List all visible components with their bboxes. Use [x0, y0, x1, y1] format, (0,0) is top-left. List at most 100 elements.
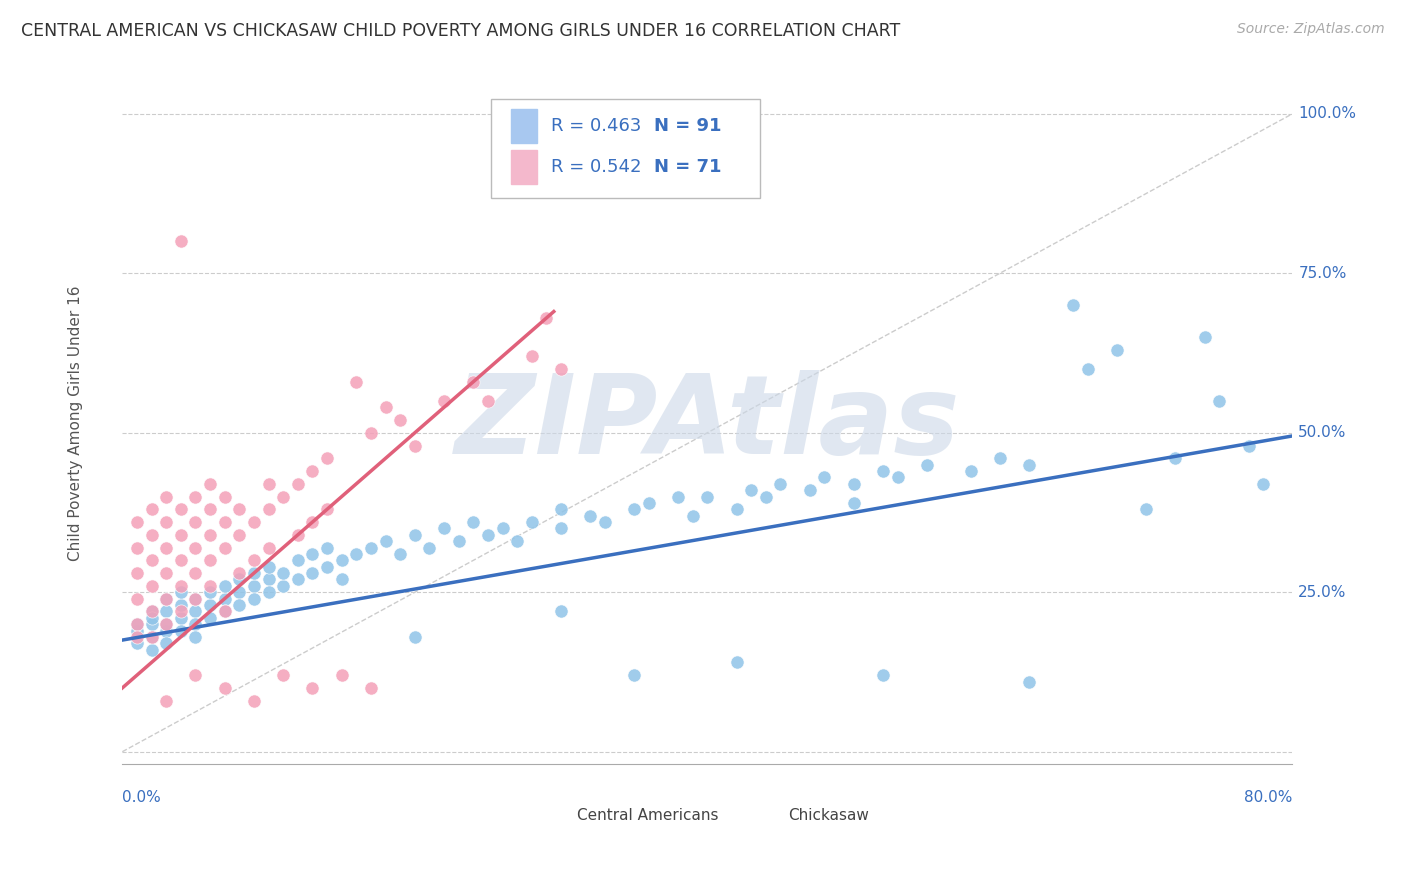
Point: [155, 591, 177, 606]
FancyBboxPatch shape: [766, 806, 779, 824]
Point: [579, 508, 602, 523]
FancyBboxPatch shape: [555, 806, 568, 824]
Point: [155, 617, 177, 632]
Point: [886, 470, 908, 484]
Text: ZIPAtlas: ZIPAtlas: [454, 369, 960, 476]
Point: [1018, 674, 1040, 689]
Point: [141, 502, 163, 516]
Point: [813, 470, 835, 484]
Point: [360, 681, 382, 695]
Text: 80.0%: 80.0%: [1244, 790, 1292, 805]
Point: [271, 579, 294, 593]
Point: [170, 624, 193, 638]
Point: [257, 559, 280, 574]
Point: [141, 617, 163, 632]
Point: [1018, 458, 1040, 472]
Point: [155, 541, 177, 555]
Point: [463, 515, 485, 529]
Point: [141, 528, 163, 542]
Point: [141, 630, 163, 644]
Point: [344, 375, 367, 389]
Point: [1062, 298, 1084, 312]
Point: [389, 413, 412, 427]
Point: [520, 349, 543, 363]
Point: [170, 502, 193, 516]
Text: 100.0%: 100.0%: [1298, 106, 1357, 121]
Point: [198, 585, 221, 599]
Point: [360, 425, 382, 440]
Point: [623, 502, 645, 516]
Point: [184, 490, 207, 504]
Point: [184, 591, 207, 606]
Point: [988, 451, 1011, 466]
Point: [198, 553, 221, 567]
Point: [125, 630, 148, 644]
Text: R = 0.463: R = 0.463: [551, 117, 641, 136]
Point: [184, 604, 207, 618]
Point: [637, 496, 659, 510]
Point: [301, 681, 323, 695]
Point: [141, 604, 163, 618]
Text: Central Americans: Central Americans: [578, 808, 718, 823]
Point: [477, 528, 499, 542]
Point: [228, 528, 250, 542]
Point: [374, 534, 396, 549]
Point: [404, 438, 426, 452]
Point: [623, 668, 645, 682]
Point: [506, 534, 529, 549]
Point: [155, 604, 177, 618]
Point: [243, 579, 266, 593]
Point: [287, 528, 309, 542]
Point: [330, 573, 353, 587]
Point: [155, 694, 177, 708]
Point: [550, 362, 572, 376]
Point: [184, 668, 207, 682]
Text: N = 71: N = 71: [654, 158, 721, 177]
Point: [155, 617, 177, 632]
Point: [769, 476, 792, 491]
Point: [271, 490, 294, 504]
Point: [125, 541, 148, 555]
Point: [520, 515, 543, 529]
Point: [125, 566, 148, 580]
Point: [170, 585, 193, 599]
Point: [287, 573, 309, 587]
Point: [184, 515, 207, 529]
Point: [725, 656, 748, 670]
Text: Chickasaw: Chickasaw: [787, 808, 869, 823]
Text: 0.0%: 0.0%: [122, 790, 162, 805]
Point: [463, 375, 485, 389]
FancyBboxPatch shape: [491, 99, 761, 198]
Point: [725, 502, 748, 516]
Point: [214, 490, 236, 504]
Point: [257, 573, 280, 587]
Point: [198, 476, 221, 491]
Point: [593, 515, 616, 529]
Point: [155, 591, 177, 606]
Point: [125, 515, 148, 529]
Point: [141, 611, 163, 625]
Point: [1105, 343, 1128, 357]
Point: [228, 573, 250, 587]
Point: [184, 630, 207, 644]
Point: [141, 630, 163, 644]
Text: 25.0%: 25.0%: [1298, 585, 1347, 599]
Point: [243, 591, 266, 606]
Point: [682, 508, 704, 523]
Point: [959, 464, 981, 478]
Point: [125, 617, 148, 632]
Point: [257, 585, 280, 599]
FancyBboxPatch shape: [510, 150, 537, 185]
Point: [799, 483, 821, 498]
Point: [184, 566, 207, 580]
Point: [1135, 502, 1157, 516]
Point: [271, 668, 294, 682]
Point: [316, 559, 339, 574]
Point: [330, 553, 353, 567]
Point: [228, 585, 250, 599]
Point: [389, 547, 412, 561]
Point: [170, 598, 193, 612]
Point: [330, 668, 353, 682]
Point: [433, 521, 456, 535]
Point: [316, 502, 339, 516]
